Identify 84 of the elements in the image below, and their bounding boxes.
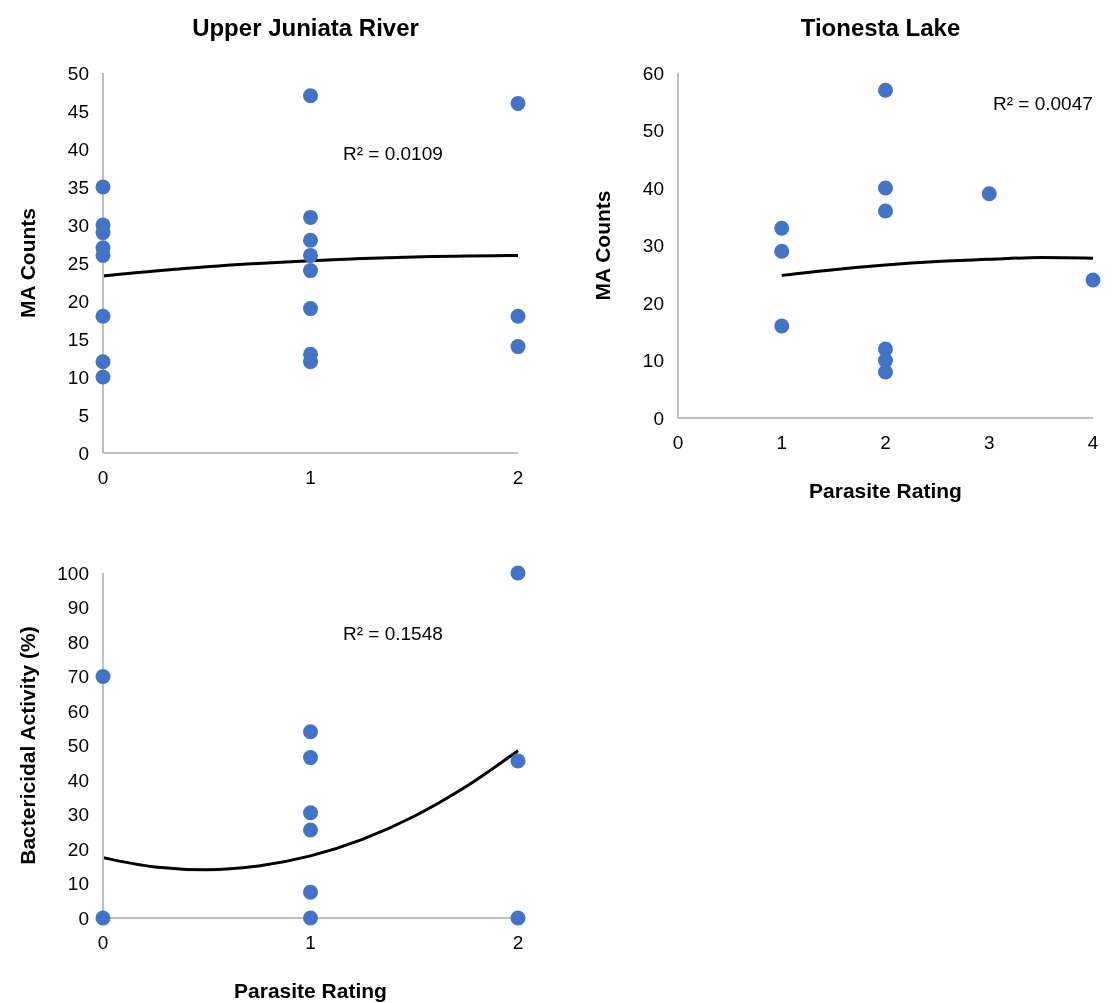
y-axis-title: MA Counts [591,190,615,301]
x-tick-label: 0 [97,467,109,489]
y-tick-label: 35 [67,176,89,198]
y-tick-label: 5 [78,404,89,426]
y-tick-label: 0 [78,907,89,929]
chart-title: Tionesta Lake [799,13,962,43]
point [878,180,893,196]
x-axis-title: Parasite Rating [809,479,962,502]
y-tick-label: 0 [653,407,664,429]
y-tick-label: 60 [642,62,664,84]
y-tick-label: 10 [67,873,89,895]
y-tick-label: 30 [67,214,89,236]
point [878,82,893,98]
y-tick-label: 100 [57,562,89,584]
point [303,750,318,766]
x-tick-label: 4 [1087,432,1099,454]
y-tick-label: 20 [67,838,89,860]
point [878,364,893,380]
point [303,88,318,104]
annotation: R² = 0.0047 [993,93,1093,115]
chart-title: Upper Juniata River [191,13,420,43]
point [303,822,318,838]
point [510,339,526,355]
point [510,95,526,111]
y-tick-label: 25 [67,252,89,274]
point [95,308,111,324]
point [303,724,318,740]
x-tick-label: 0 [672,432,684,454]
x-tick-label: 1 [776,432,788,454]
point [774,220,790,236]
point [303,232,318,248]
line-series [780,256,1095,277]
y-tick-label: 40 [642,177,664,199]
point [303,301,318,317]
point [303,805,318,821]
point [303,209,318,225]
point [1085,272,1101,288]
y-tick-label: 10 [642,350,664,372]
y-tick-label: 50 [642,120,664,142]
point [95,669,111,684]
point [303,247,318,263]
annotation: R² = 0.1548 [343,623,443,645]
x-tick-label: 2 [512,932,524,954]
point [95,369,111,385]
x-tick-label: 1 [305,467,316,489]
point [981,186,997,202]
annotation: R² = 0.0109 [343,143,443,165]
point [303,263,318,279]
y-tick-label: 40 [67,138,89,160]
point [95,910,111,926]
y-axis-title: Bactericidal Activity (%) [16,626,40,865]
y-tick-label: 40 [67,769,89,791]
x-tick-label: 2 [512,467,524,489]
point [510,753,526,769]
y-tick-label: 30 [67,804,89,826]
point [510,910,526,926]
y-tick-label: 15 [67,328,89,350]
line-series [101,749,520,872]
x-axis-title: Parasite Rating [234,979,387,1002]
x-tick-label: 2 [880,432,891,454]
y-tick-label: 90 [67,597,89,619]
y-tick-label: 50 [67,62,89,84]
point [95,179,111,195]
point [303,910,318,926]
y-tick-label: 20 [642,292,664,314]
point [878,203,893,219]
point [774,243,790,259]
y-tick-label: 50 [67,735,89,757]
x-tick-label: 0 [97,932,109,954]
y-tick-label: 10 [67,366,89,388]
y-tick-label: 45 [67,100,89,122]
y-tick-label: 20 [67,290,89,312]
y-axis-title: MA Counts [16,207,40,319]
point [510,565,526,581]
point [510,308,526,324]
x-tick-label: 1 [305,932,316,954]
x-tick-label: 3 [983,432,995,454]
point [95,354,111,370]
y-tick-label: 30 [642,235,664,257]
y-tick-label: 70 [67,666,89,688]
point [303,884,318,900]
y-tick-label: 60 [67,700,89,722]
y-tick-label: 80 [67,631,89,653]
point [774,318,790,334]
